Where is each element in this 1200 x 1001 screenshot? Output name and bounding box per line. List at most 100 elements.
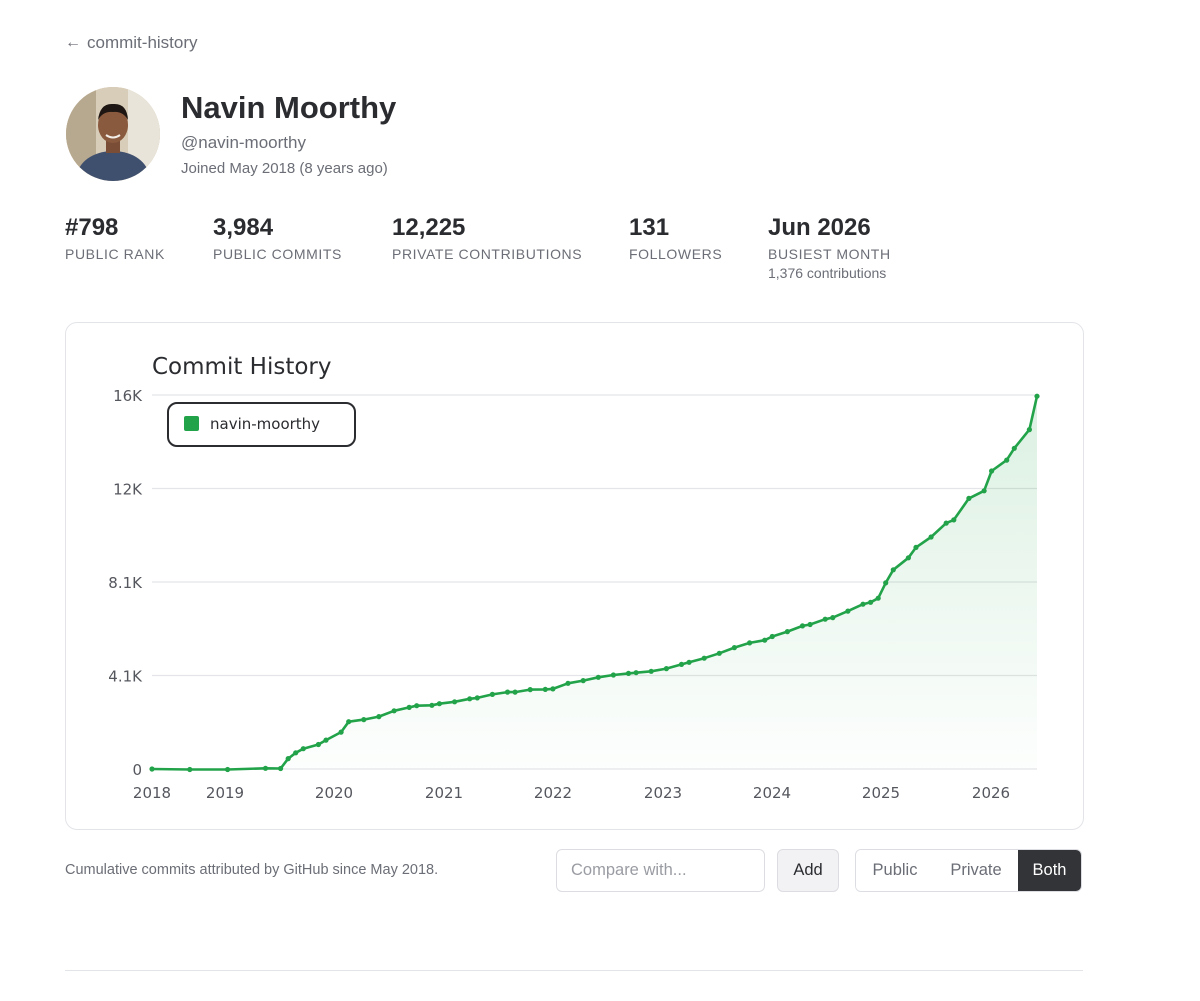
- data-point: [315, 741, 321, 748]
- data-point: [905, 555, 912, 561]
- toggle-private[interactable]: Private: [934, 850, 1018, 891]
- data-point: [716, 650, 722, 656]
- data-point: [860, 601, 866, 607]
- x-tick-label: 2021: [425, 784, 463, 802]
- profile-name: Navin Moorthy: [181, 90, 397, 125]
- data-point: [361, 717, 367, 723]
- data-point: [550, 686, 556, 692]
- data-point: [278, 765, 284, 772]
- data-point: [595, 674, 601, 680]
- data-point: [678, 661, 685, 667]
- data-point: [187, 766, 193, 773]
- data-point: [452, 699, 458, 705]
- chart-caption: Cumulative commits attributed by GitHub …: [65, 862, 439, 878]
- arrow-left-icon: ←: [65, 34, 81, 51]
- x-tick-label: 2025: [862, 784, 900, 802]
- data-point: [890, 567, 896, 573]
- stat-followers: 131 FOLLOWERS: [629, 214, 722, 262]
- data-point: [346, 719, 352, 725]
- avatar: [66, 87, 160, 181]
- data-point: [580, 678, 586, 684]
- data-point: [943, 520, 949, 526]
- data-point: [648, 668, 654, 674]
- stat-public-commits: 3,984 PUBLIC COMMITS: [213, 214, 342, 262]
- toggle-public[interactable]: Public: [856, 850, 934, 891]
- chart-title: Commit History: [152, 354, 332, 380]
- stat-value: #798: [65, 214, 119, 241]
- data-point: [391, 708, 397, 714]
- data-point: [868, 599, 874, 605]
- stat-label: PRIVATE CONTRIBUTIONS: [392, 246, 583, 262]
- data-point: [285, 756, 291, 762]
- stat-public-rank: #798 PUBLIC RANK: [65, 214, 165, 262]
- data-point: [663, 666, 670, 672]
- data-point: [625, 670, 632, 676]
- stat-label: PUBLIC RANK: [65, 246, 165, 262]
- data-point: [822, 616, 828, 622]
- x-tick-label: 2020: [315, 784, 353, 802]
- series-area: [152, 396, 1037, 770]
- data-point: [989, 468, 995, 474]
- chart-card: Commit History 0 4.1K 8.1K 12K 16K 2018 2019 2…: [65, 322, 1084, 830]
- data-point: [527, 687, 533, 693]
- visibility-toggle: Public Private Both: [855, 849, 1082, 892]
- compare-input[interactable]: [556, 849, 765, 892]
- data-point: [784, 629, 791, 635]
- data-point: [1011, 445, 1017, 451]
- profile-handle: @navin-moorthy: [181, 133, 306, 152]
- data-point: [376, 714, 382, 720]
- data-point: [300, 746, 306, 752]
- legend-box: [167, 402, 356, 447]
- data-point: [474, 695, 480, 701]
- x-tick-label: 2018: [133, 784, 171, 802]
- data-point: [966, 495, 972, 501]
- data-point: [883, 580, 889, 586]
- stat-subtext: 1,376 contributions: [768, 265, 887, 281]
- data-point: [1034, 393, 1040, 399]
- data-point: [1004, 457, 1010, 463]
- data-point: [512, 689, 518, 695]
- stat-label: PUBLIC COMMITS: [213, 246, 342, 262]
- data-point: [225, 766, 231, 773]
- data-point: [731, 645, 738, 651]
- x-tick-label: 2019: [206, 784, 244, 802]
- x-tick-label: 2026: [972, 784, 1010, 802]
- profile-joined: Joined May 2018 (8 years ago): [181, 160, 388, 177]
- back-link[interactable]: ← commit-history: [65, 33, 198, 53]
- data-point: [489, 691, 495, 697]
- data-point: [981, 488, 987, 494]
- data-point: [565, 680, 571, 686]
- back-link-label: commit-history: [87, 33, 198, 52]
- data-point: [747, 640, 753, 646]
- y-tick-label: 16K: [113, 387, 143, 405]
- stat-value: 131: [629, 214, 670, 241]
- data-point: [323, 737, 329, 743]
- data-point: [262, 765, 269, 771]
- avatar-photo: [66, 87, 160, 181]
- data-point: [406, 704, 412, 710]
- y-tick-label: 0: [132, 761, 142, 779]
- legend-swatch: [184, 416, 199, 431]
- data-point: [1026, 427, 1032, 433]
- stat-value: 3,984: [213, 214, 274, 241]
- data-point: [913, 544, 919, 550]
- data-point: [338, 729, 344, 735]
- x-tick-label: 2022: [534, 784, 572, 802]
- data-point: [701, 655, 707, 661]
- add-button[interactable]: Add: [777, 849, 839, 892]
- data-point: [769, 633, 775, 640]
- y-tick-label: 8.1K: [108, 574, 143, 592]
- y-tick-label: 12K: [113, 481, 143, 499]
- data-point: [467, 696, 473, 702]
- toggle-both[interactable]: Both: [1018, 850, 1081, 891]
- legend-label: navin-moorthy: [210, 415, 320, 433]
- page-divider: [65, 970, 1083, 971]
- data-point: [762, 637, 768, 643]
- data-point: [633, 670, 639, 676]
- data-point: [542, 686, 548, 692]
- data-point: [293, 750, 299, 756]
- data-point: [504, 689, 511, 695]
- data-point: [414, 703, 420, 709]
- stat-label: FOLLOWERS: [629, 246, 723, 262]
- data-point: [928, 534, 934, 540]
